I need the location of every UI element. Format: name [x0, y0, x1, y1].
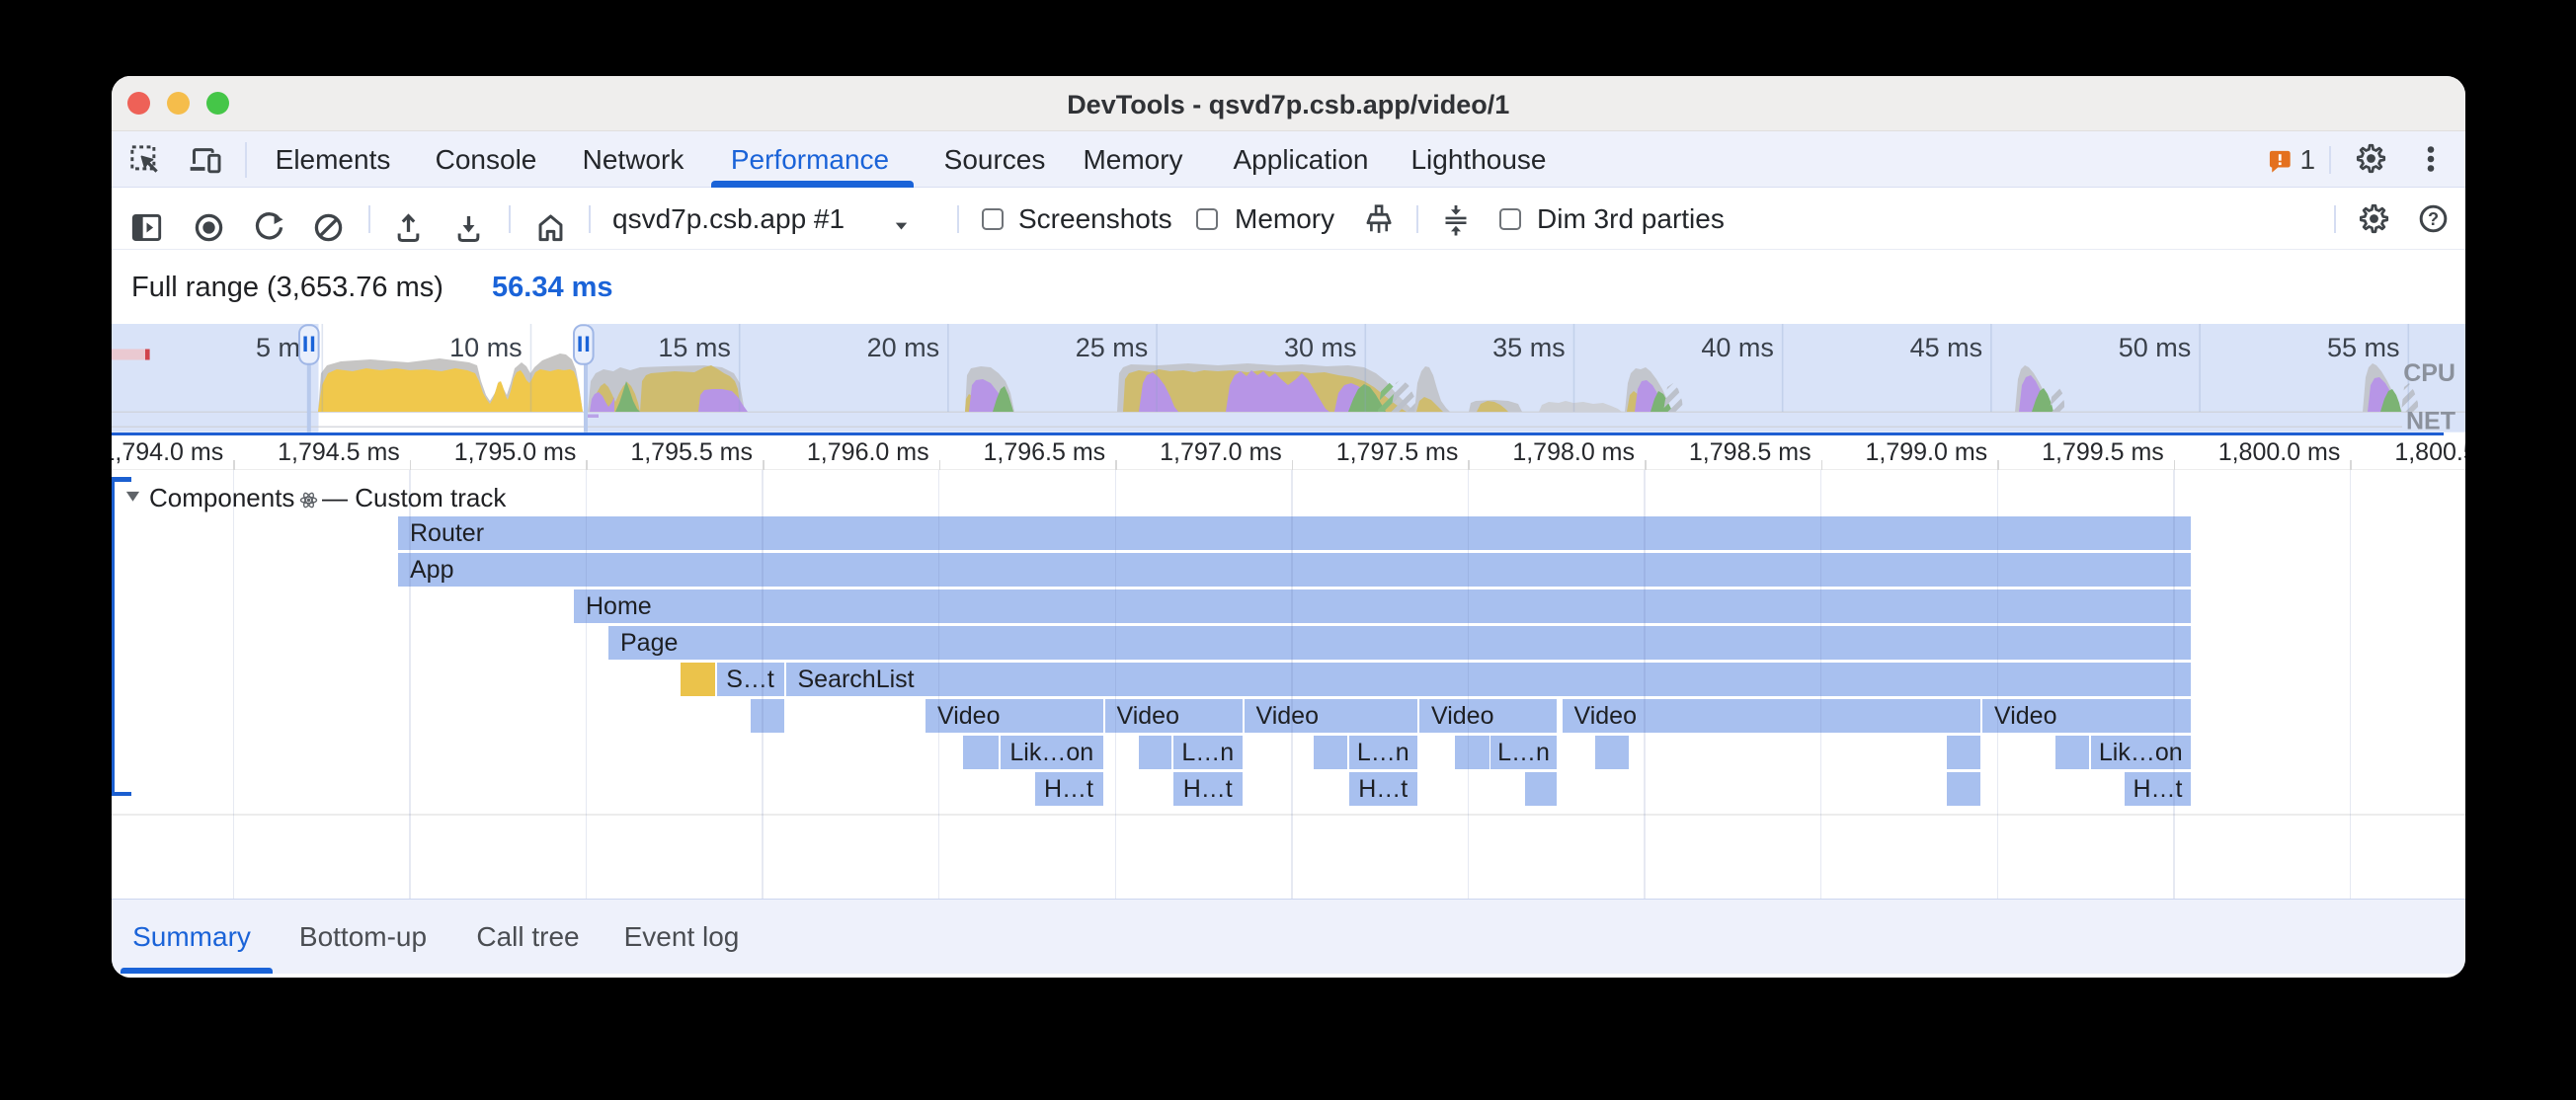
svg-text:55 ms: 55 ms	[2327, 333, 2400, 362]
svg-text:40 ms: 40 ms	[1701, 333, 1774, 362]
svg-text:CPU: CPU	[2403, 359, 2455, 387]
svg-text:10 ms: 10 ms	[449, 333, 523, 362]
svg-text:15 ms: 15 ms	[658, 333, 731, 362]
svg-text:35 ms: 35 ms	[1492, 333, 1566, 362]
svg-text:30 ms: 30 ms	[1284, 333, 1357, 362]
svg-text:20 ms: 20 ms	[867, 333, 940, 362]
svg-text:25 ms: 25 ms	[1076, 333, 1149, 362]
svg-text:50 ms: 50 ms	[2119, 333, 2192, 362]
svg-text:NET: NET	[2406, 408, 2455, 435]
svg-text:45 ms: 45 ms	[1910, 333, 1983, 362]
svg-text:?: ?	[2427, 209, 2438, 229]
